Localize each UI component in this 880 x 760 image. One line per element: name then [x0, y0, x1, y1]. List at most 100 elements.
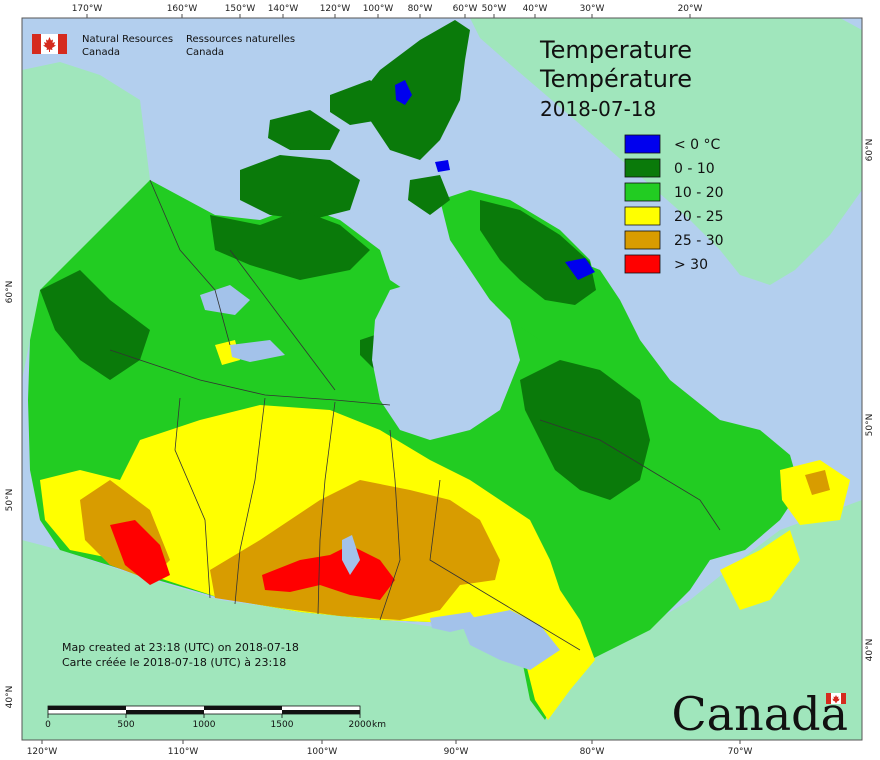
baffin-island-dark [480, 200, 596, 305]
usa [22, 500, 862, 740]
great-slave-lake [230, 340, 285, 362]
zone-25-30-newfoundland [805, 470, 830, 495]
zone-0-10-quebec [520, 360, 650, 500]
credit-en: Map created at 23:18 (UTC) on 2018-07-18 [62, 641, 299, 654]
wordmark-text: Canada [671, 687, 848, 741]
graticule-left-label: 50°N [5, 489, 15, 512]
border-yukon-nwt [149, 179, 231, 346]
graticule-bottom-label: 80°W [580, 747, 605, 757]
alaska [22, 62, 150, 380]
graticule-top-label: 80°W [408, 4, 433, 14]
graticule-right-label: 40°N [865, 639, 875, 662]
graticule-top-label: 20°W [678, 4, 703, 14]
scale-label: 500 [117, 720, 134, 730]
graticule-top-label: 150°W [225, 4, 256, 14]
graticule-left-label: 40°N [5, 686, 15, 709]
legend-swatch [624, 182, 661, 202]
lake-superior [430, 612, 480, 632]
greenland [470, 18, 862, 285]
graticule-top-label: 160°W [167, 4, 198, 14]
great-bear-lake [200, 285, 250, 315]
nrcan-signature: Natural Resources Canada Ressources natu… [32, 34, 295, 58]
zone-20-25-maritimes [720, 530, 800, 610]
map-title: Temperature Température 2018-07-18 [539, 36, 692, 121]
scale-label: 0 [45, 720, 51, 730]
border-bc-alberta [174, 397, 211, 599]
zone-above-30-bc [110, 520, 170, 585]
legend-label: 10 - 20 [674, 185, 724, 201]
graticule-bottom-labels: 120°W 110°W 100°W 90°W 80°W 70°W [27, 747, 753, 757]
agency-name-fr: Ressources naturelles [186, 34, 295, 45]
graticule-bottom-label: 70°W [728, 747, 753, 757]
agency-country-en: Canada [82, 47, 120, 58]
legend-label: 0 - 10 [674, 161, 715, 177]
border-quebec-labrador [539, 419, 721, 531]
graticule-left-label: 60°N [5, 281, 15, 304]
border-sask-manitoba [317, 401, 336, 615]
legend-label: > 30 [674, 257, 708, 273]
iceland [798, 28, 845, 80]
graticule-top-label: 170°W [72, 4, 103, 14]
zone-0-10-north [210, 210, 370, 280]
graticule-top-label: 60°W [453, 4, 478, 14]
graticule-bottom-label: 120°W [27, 747, 58, 757]
graticule-left-labels: 60°N 50°N 40°N [5, 281, 15, 709]
map-frame [21, 17, 863, 741]
legend: < 0 °C 0 - 10 10 - 20 20 - 25 25 - 30 > 30 [624, 134, 724, 274]
graticule-top-label: 50°W [482, 4, 507, 14]
graticule-top-label: 40°W [523, 4, 548, 14]
graticule-top-labels: 170°W 160°W 150°W 140°W 120°W 100°W 80°W… [72, 4, 703, 14]
graticule-bottom-label: 90°W [444, 747, 469, 757]
zone-below-zero-baffin [565, 258, 595, 280]
graticule-right-labels: 60°N 50°N 40°N [865, 139, 875, 662]
scale-label: 1000 [193, 720, 216, 730]
legend-swatch [624, 206, 661, 226]
scale-label: 1500 [271, 720, 294, 730]
border-nwt-nunavut [229, 249, 336, 391]
arctic-islands [360, 20, 470, 160]
border-alberta-sask [234, 397, 266, 605]
graticule-top-label: 100°W [363, 4, 394, 14]
legend-swatch [624, 158, 661, 178]
scale-bar: 0 500 1000 1500 2000 km [45, 705, 386, 730]
graticule-top-label: 30°W [580, 4, 605, 14]
graticule-top-ticks [86, 14, 691, 18]
graticule-bottom-ticks [41, 740, 741, 744]
legend-label: < 0 °C [674, 137, 721, 153]
legend-label: 20 - 25 [674, 209, 724, 225]
graticule-right-label: 50°N [865, 414, 875, 437]
border-ontario-quebec [429, 479, 581, 651]
border-manitoba-ontario [379, 429, 401, 621]
agency-country-fr: Canada [186, 47, 224, 58]
hudson-bay [372, 275, 520, 440]
graticule-right-label: 60°N [865, 139, 875, 162]
victoria-island [240, 155, 360, 220]
zone-below-zero-devon [435, 160, 450, 172]
scale-label: 2000 [349, 720, 372, 730]
title-en: Temperature [539, 36, 692, 64]
border-60n [109, 349, 391, 406]
graticule-top-label: 140°W [268, 4, 299, 14]
legend-swatch [624, 134, 661, 154]
lake-winnipeg [342, 535, 360, 575]
graticule-bottom-label: 110°W [168, 747, 199, 757]
southampton-island [408, 175, 450, 215]
graticule-bottom-label: 100°W [307, 747, 338, 757]
agency-name-en: Natural Resources [82, 34, 173, 45]
legend-label: 25 - 30 [674, 233, 724, 249]
great-lakes [460, 610, 560, 670]
legend-swatch [624, 254, 661, 274]
scale-unit: km [372, 720, 386, 730]
canada-flag-icon [32, 34, 67, 54]
wordmark-flag-icon [826, 693, 846, 704]
zone-0-10-northwest [40, 270, 150, 380]
provincial-borders [109, 179, 721, 651]
credit-fr: Carte créée le 2018-07-18 (UTC) à 23:18 [62, 656, 286, 669]
graticule-top-label: 120°W [320, 4, 351, 14]
title-fr: Température [539, 65, 692, 93]
queen-elizabeth-islands [330, 80, 390, 125]
map-date: 2018-07-18 [540, 97, 656, 121]
legend-swatch [624, 230, 661, 250]
